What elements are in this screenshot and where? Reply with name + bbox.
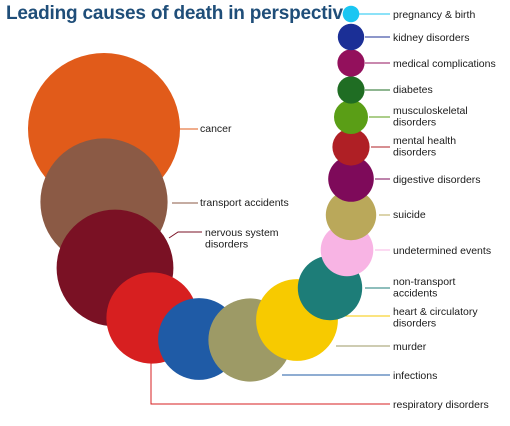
bubble-medical-complications	[337, 49, 365, 77]
bubble-suicide	[325, 189, 377, 241]
label-musculoskeletal-disorders: musculoskeletal disorders	[393, 105, 468, 129]
leader-line-nervous-system-disorders	[168, 231, 202, 239]
label-cancer: cancer	[200, 123, 232, 135]
bubble-pregnancy-and-birth	[342, 5, 360, 23]
bubble-digestive-disorders	[328, 156, 374, 202]
label-murder: murder	[393, 341, 427, 353]
bubble-mental-health-disorders	[332, 128, 370, 166]
label-kidney-disorders: kidney disorders	[393, 32, 469, 44]
label-non-transport-accidents: non-transport accidents	[393, 276, 456, 300]
bubble-kidney-disorders	[337, 23, 365, 51]
leader-line-respiratory-disorders	[150, 355, 390, 405]
label-suicide: suicide	[393, 209, 426, 221]
label-medical-complications: medical complications	[393, 58, 496, 70]
label-diabetes: diabetes	[393, 84, 433, 96]
label-transport-accidents: transport accidents	[200, 197, 289, 209]
bubble-diabetes	[337, 76, 365, 104]
label-heart-and-circulatory-disorders: heart & circulatory disorders	[393, 306, 478, 330]
label-respiratory-disorders: respiratory disorders	[393, 399, 489, 411]
label-digestive-disorders: digestive disorders	[393, 174, 481, 186]
label-mental-health-disorders: mental health disorders	[393, 135, 456, 159]
label-nervous-system-disorders: nervous system disorders	[205, 227, 279, 251]
label-pregnancy-and-birth: pregnancy & birth	[393, 9, 475, 21]
bubble-musculoskeletal-disorders	[334, 100, 368, 134]
chart-title: Leading causes of death in perspective	[6, 3, 354, 24]
label-undetermined-events: undetermined events	[393, 245, 491, 257]
label-infections: infections	[393, 370, 437, 382]
